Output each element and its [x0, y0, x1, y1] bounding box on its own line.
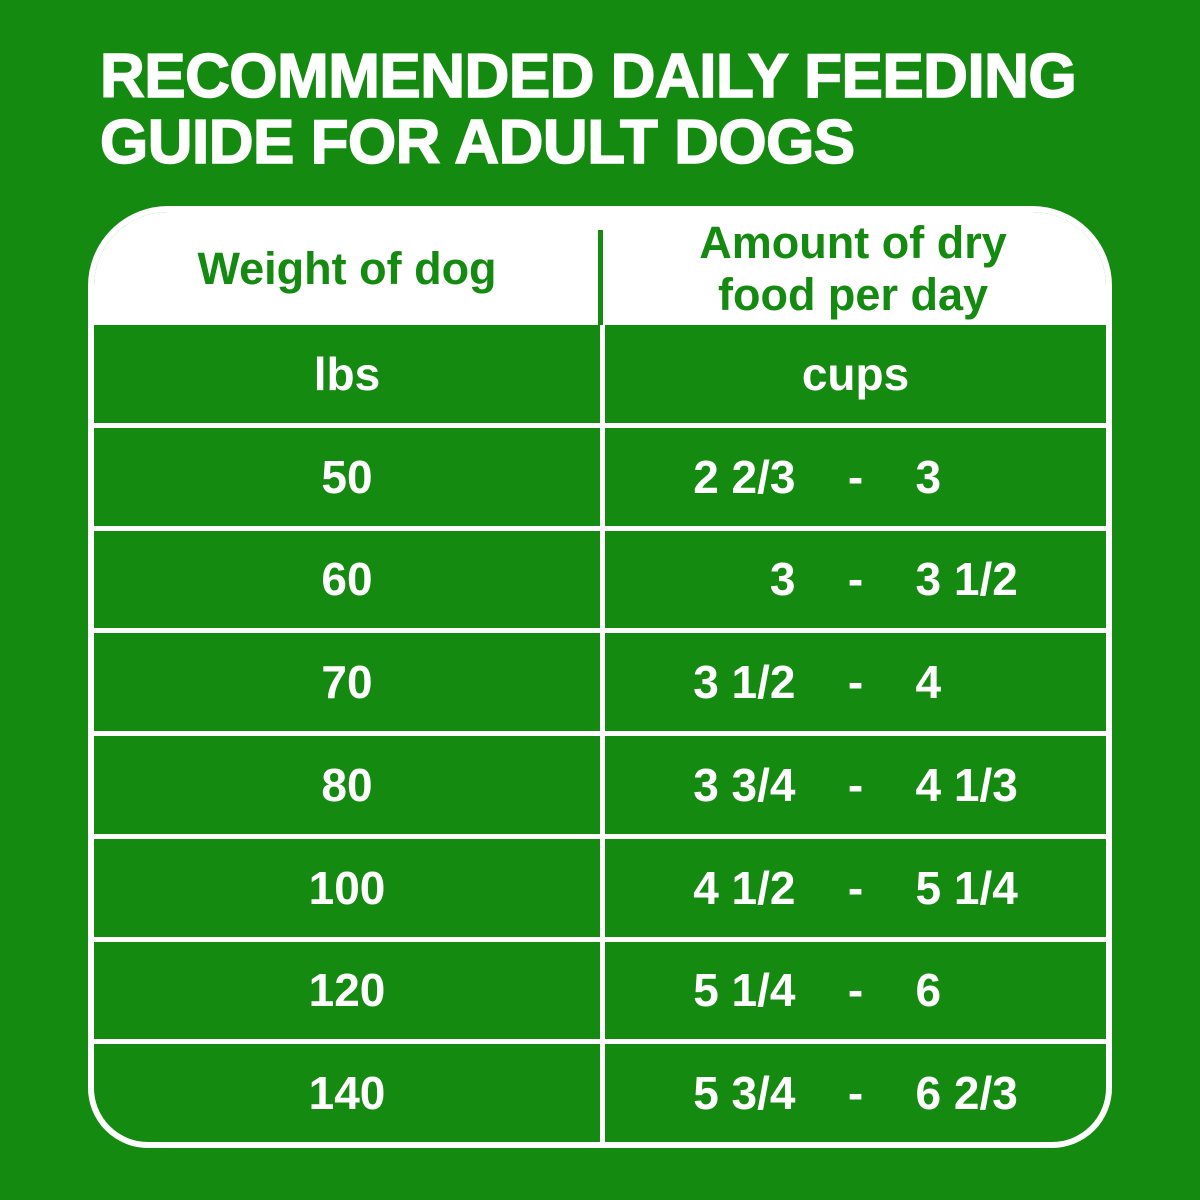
amount-range: 3 3/4 - 4 1/3 [605, 758, 1106, 812]
range-dash: - [847, 758, 864, 811]
amount-high: 3 1/2 [915, 553, 1018, 606]
range-dash: - [847, 450, 864, 503]
amount-cell: 2 2/3 - 3 [600, 427, 1106, 526]
units-amount-cell: cups [600, 325, 1106, 423]
amount-range: 5 1/4 - 6 [605, 963, 1106, 1017]
amount-high: 4 1/3 [915, 758, 1018, 811]
table-row: 100 4 1/2 - 5 1/4 [94, 833, 1106, 937]
amount-cell: 3 1/2 - 4 [600, 633, 1106, 731]
range-dash: - [847, 964, 864, 1017]
table-header-row: Weight of dog Amount of dry food per day [94, 212, 1106, 325]
weight-cell: 80 [321, 758, 373, 811]
amount-cell: 4 1/2 - 5 1/4 [600, 838, 1106, 937]
amount-range: 5 3/4 - 6 2/3 [605, 1066, 1106, 1120]
amount-low: 2 2/3 [693, 450, 796, 503]
page-title-line2: GUIDE FOR ADULT DOGS [99, 108, 856, 177]
amount-cell: 3 3/4 - 4 1/3 [600, 736, 1106, 834]
amount-cell: 5 3/4 - 6 2/3 [600, 1044, 1106, 1142]
amount-high: 6 2/3 [915, 1067, 1018, 1120]
header-weight-column: Weight of dog [94, 212, 600, 325]
amount-high: 3 [915, 450, 942, 503]
amount-low: 5 1/4 [693, 964, 796, 1017]
amount-range: 2 2/3 - 3 [605, 450, 1106, 504]
amount-high: 4 [915, 656, 942, 709]
amount-high: 6 [915, 964, 942, 1017]
weight-cell: 50 [321, 450, 373, 503]
page-title: RECOMMENDED DAILY FEEDING GUIDE FOR ADUL… [99, 42, 1150, 177]
range-dash: - [847, 553, 864, 606]
amount-cell: 3 - 3 1/2 [600, 530, 1106, 629]
amount-high: 5 1/4 [915, 861, 1018, 914]
amount-low: 3 [769, 553, 796, 606]
feeding-guide-table: Weight of dog Amount of dry food per day… [88, 206, 1112, 1148]
weight-cell: 140 [308, 1067, 386, 1120]
table-row: 70 3 1/2 - 4 [94, 628, 1106, 731]
amount-range: 3 1/2 - 4 [605, 655, 1106, 709]
amount-range: 4 1/2 - 5 1/4 [605, 861, 1106, 915]
table-row: 60 3 - 3 1/2 [94, 525, 1106, 629]
weight-cell: 120 [308, 964, 386, 1017]
weight-cell: 100 [308, 861, 386, 914]
amount-cell: 5 1/4 - 6 [600, 941, 1106, 1040]
units-row: lbs cups [94, 325, 1106, 423]
range-dash: - [847, 1067, 864, 1120]
header-amount-label-line1: Amount of dry [699, 216, 1007, 268]
table-row: 120 5 1/4 - 6 [94, 936, 1106, 1040]
weight-cell: 70 [321, 656, 373, 709]
amount-low: 3 1/2 [693, 656, 796, 709]
units-weight-cell: lbs [313, 347, 381, 400]
amount-range: 3 - 3 1/2 [605, 552, 1106, 606]
table-row: 80 3 3/4 - 4 1/3 [94, 731, 1106, 834]
weight-cell: 60 [321, 553, 373, 606]
range-dash: - [847, 861, 864, 914]
amount-low: 4 1/2 [693, 861, 796, 914]
table-row: 50 2 2/3 - 3 [94, 422, 1106, 526]
page-title-line1: RECOMMENDED DAILY FEEDING [99, 42, 1077, 111]
header-amount-column: Amount of dry food per day [600, 212, 1106, 325]
header-weight-label: Weight of dog [197, 242, 497, 294]
amount-low: 5 3/4 [693, 1067, 796, 1120]
range-dash: - [847, 656, 864, 709]
amount-low: 3 3/4 [693, 758, 796, 811]
table-row: 140 5 3/4 - 6 2/3 [94, 1039, 1106, 1142]
table-body: lbs cups 50 2 2/3 - 3 60 3 [94, 325, 1106, 1142]
header-amount-label-line2: food per day [717, 268, 989, 320]
header-column-divider [598, 230, 603, 325]
